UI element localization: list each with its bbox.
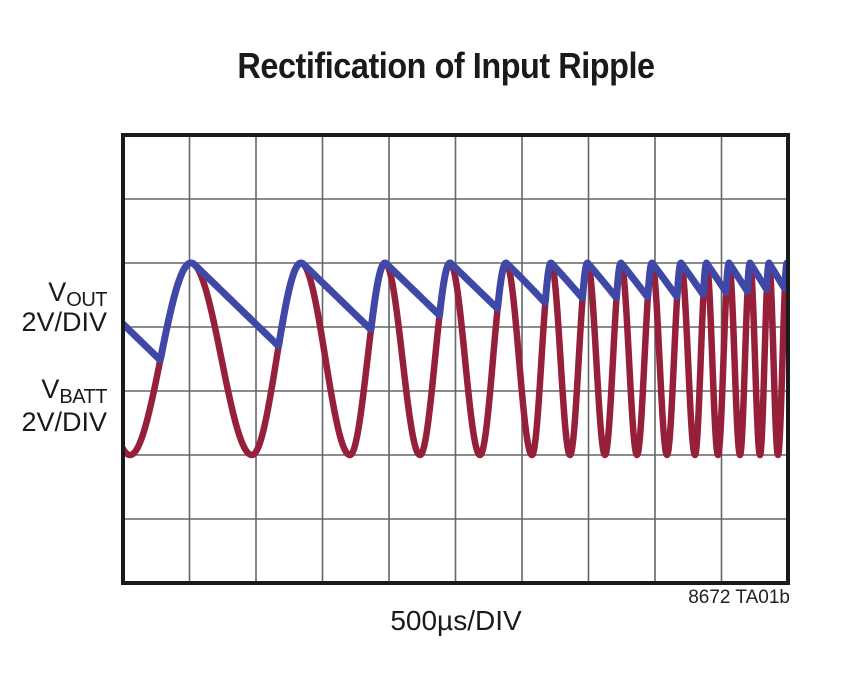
- channel2-label: VBATT: [11, 375, 107, 408]
- channel1-name: V: [48, 277, 67, 307]
- channel1-subscript: OUT: [66, 289, 107, 311]
- channel2-scale: 2V/DIV: [21, 407, 107, 437]
- channel1-label: VOUT: [11, 278, 107, 311]
- oscilloscope-plot: [121, 133, 790, 585]
- page-title: Rectification of Input Ripple: [237, 45, 655, 86]
- channel2-subscript: BATT: [59, 386, 107, 408]
- xaxis-timebase-label: 500µs/DIV: [390, 605, 522, 636]
- figure-reference: 8672 TA01b: [688, 587, 790, 608]
- channel2-name: V: [41, 374, 60, 404]
- channel1-scale: 2V/DIV: [21, 307, 107, 337]
